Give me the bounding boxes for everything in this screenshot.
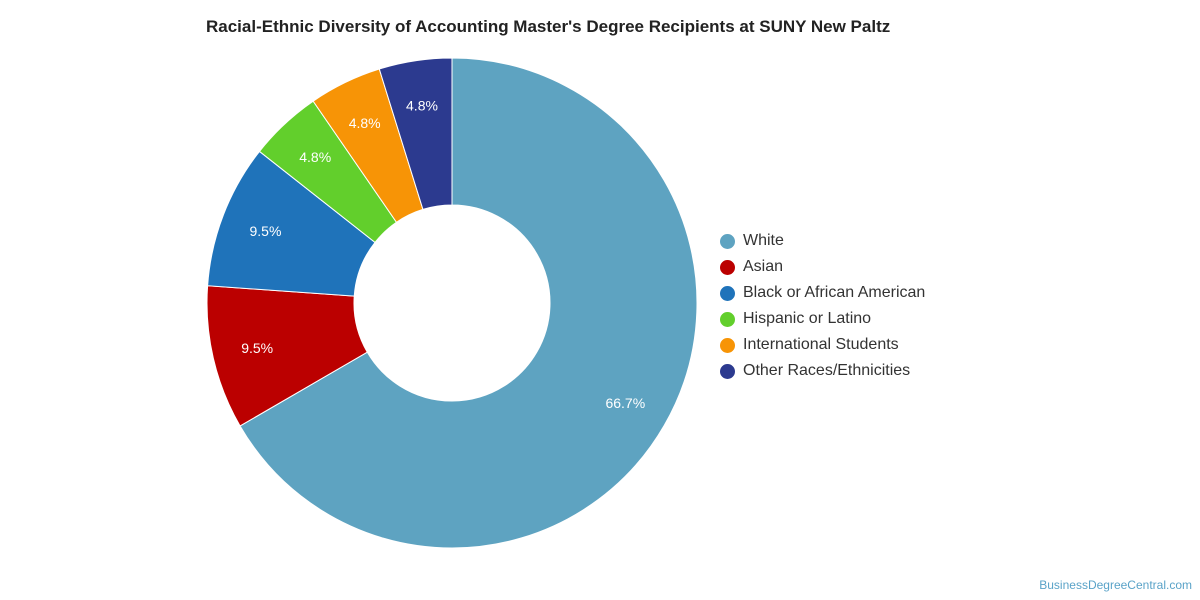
legend-item-hispanic-or-latino: Hispanic or Latino	[720, 306, 925, 332]
slice-label-other-races-ethnicities: 4.8%	[406, 97, 438, 113]
slice-other-races-ethnicities	[378, 57, 453, 211]
legend-swatch	[720, 337, 735, 353]
legend-swatch	[720, 233, 735, 249]
legend-label: White	[743, 232, 784, 249]
legend-label: Asian	[743, 258, 784, 275]
legend-swatch	[720, 285, 735, 301]
slice-label-asian: 9.5%	[241, 340, 273, 356]
legend-item-international-students: International Students	[720, 332, 925, 358]
legend-swatch	[720, 363, 735, 379]
slice-label-international-students: 4.8%	[349, 115, 381, 131]
legend-label: Other Races/Ethnicities	[743, 362, 911, 379]
legend-label: Hispanic or Latino	[743, 310, 872, 327]
slice-label-hispanic-or-latino: 4.8%	[299, 149, 331, 165]
legend-swatch	[720, 311, 735, 327]
slice-label-white: 66.7%	[605, 395, 645, 411]
slice-white	[239, 57, 698, 549]
legend-item-asian: Asian	[720, 254, 925, 280]
slice-label-black-or-african-american: 9.5%	[249, 223, 281, 239]
legend-swatch	[720, 259, 735, 275]
legend-label: International Students	[743, 336, 899, 353]
chart-title: Racial-Ethnic Diversity of Accounting Ma…	[206, 17, 891, 36]
legend-item-black-or-african-american: Black or African American	[720, 280, 925, 306]
watermark: BusinessDegreeCentral.com	[1039, 578, 1192, 592]
legend-label: Black or African American	[743, 284, 926, 301]
legend-item-other-races-ethnicities: Other Races/Ethnicities	[720, 358, 925, 384]
legend-item-white: White	[720, 228, 925, 254]
chart-legend: White Asian Black or African American Hispa…	[720, 228, 925, 384]
